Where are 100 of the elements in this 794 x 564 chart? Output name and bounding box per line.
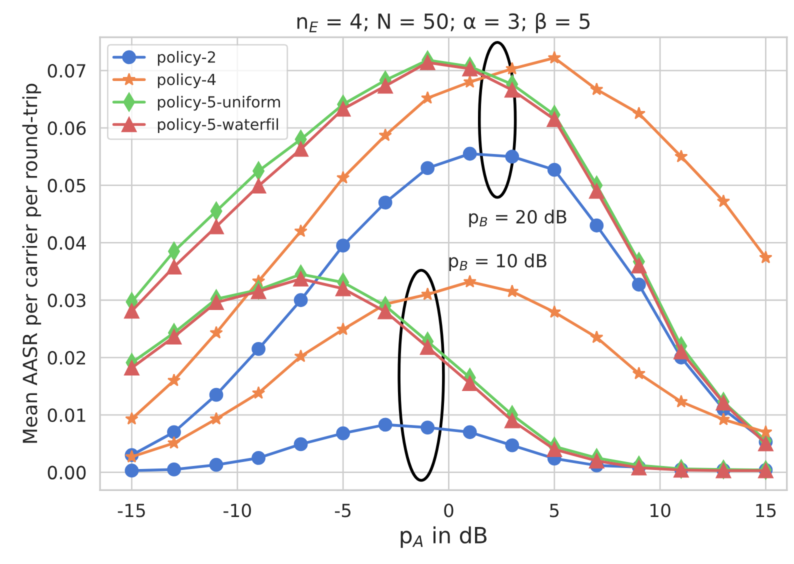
point	[420, 54, 436, 70]
point	[293, 271, 308, 287]
point	[124, 303, 140, 319]
point	[546, 112, 562, 127]
point	[294, 437, 308, 452]
point	[759, 425, 772, 438]
y-tick-label: 0.00	[48, 466, 86, 480]
point	[294, 224, 308, 237]
point	[547, 162, 562, 177]
y-tick-label: 0.02	[48, 350, 86, 365]
point	[716, 395, 732, 411]
point	[548, 305, 562, 318]
point	[125, 412, 138, 425]
legend-label: policy-4	[158, 73, 216, 88]
point	[674, 394, 688, 408]
point	[209, 458, 224, 472]
point	[462, 376, 478, 391]
point	[631, 258, 647, 274]
point	[505, 150, 520, 164]
point	[420, 340, 436, 355]
point	[420, 420, 435, 434]
point	[462, 61, 478, 76]
point	[632, 278, 646, 292]
point	[590, 218, 604, 232]
y-tick-label: 0.03	[48, 294, 86, 308]
point	[505, 62, 519, 75]
point	[294, 293, 308, 308]
point	[546, 442, 562, 457]
point	[420, 91, 434, 104]
point	[210, 412, 223, 425]
point	[250, 284, 266, 300]
x-tick-label: -10	[224, 504, 251, 518]
x-tick-label: -5	[334, 504, 350, 518]
point	[335, 281, 351, 296]
x-tick-label: -15	[118, 504, 145, 518]
point	[716, 194, 730, 208]
point	[463, 274, 477, 288]
point	[124, 360, 140, 376]
legend-label: policy-5-uniform	[158, 96, 280, 111]
point	[209, 388, 224, 402]
legend-label: policy-5-waterfil	[158, 118, 278, 134]
point	[462, 425, 477, 440]
point	[167, 462, 181, 476]
x-tick-label: 10	[650, 504, 670, 518]
y-tick-label: 0.06	[48, 121, 86, 136]
chart-title: n$_{E}$ = 4; N = 50; α = 3; β = 5	[297, 12, 590, 34]
point	[293, 142, 308, 157]
point	[590, 330, 604, 344]
x-axis-title: p$_{A}$ in dB	[400, 526, 487, 548]
point	[758, 436, 774, 452]
point	[378, 304, 393, 320]
point	[252, 342, 266, 356]
point	[674, 150, 688, 162]
x-tick-label: 5	[550, 504, 559, 518]
legend-label: policy-2	[158, 50, 215, 66]
point	[336, 322, 350, 336]
y-axis-title: Mean AASR per carrier per round-trip	[22, 84, 42, 443]
point	[124, 464, 139, 478]
point	[505, 438, 520, 452]
point	[378, 196, 392, 210]
point	[716, 412, 730, 426]
point	[632, 366, 646, 380]
point	[378, 78, 393, 94]
point	[335, 101, 351, 117]
point	[590, 82, 604, 96]
point	[208, 219, 224, 234]
y-tick-label: 0.07	[48, 64, 86, 78]
point	[674, 344, 689, 360]
point	[589, 183, 604, 199]
point	[759, 250, 772, 264]
point	[420, 161, 435, 176]
y-tick-label: 0.01	[48, 408, 86, 422]
point	[167, 425, 181, 440]
x-tick-label: 0	[444, 504, 454, 518]
point	[589, 453, 604, 468]
point	[632, 106, 646, 120]
point	[252, 451, 266, 465]
point	[378, 128, 392, 142]
point	[378, 418, 392, 432]
point	[336, 170, 350, 184]
point	[210, 326, 223, 339]
y-tick-label: 0.04	[48, 236, 86, 250]
point	[504, 82, 520, 98]
point	[294, 349, 308, 362]
x-tick-label: 15	[756, 504, 776, 518]
point	[167, 436, 181, 449]
point	[250, 178, 266, 194]
point	[336, 426, 350, 440]
point	[548, 50, 562, 64]
point	[462, 146, 477, 161]
point	[166, 259, 182, 274]
point	[208, 294, 224, 310]
point	[504, 413, 520, 428]
annotation: p$_{B}$ = 10 dB	[449, 254, 546, 272]
point	[252, 386, 266, 399]
point	[505, 284, 519, 298]
annotation: p$_{B}$ = 20 dB	[469, 210, 566, 228]
point	[167, 374, 181, 386]
y-tick-label: 0.05	[48, 178, 86, 192]
point	[166, 329, 182, 344]
